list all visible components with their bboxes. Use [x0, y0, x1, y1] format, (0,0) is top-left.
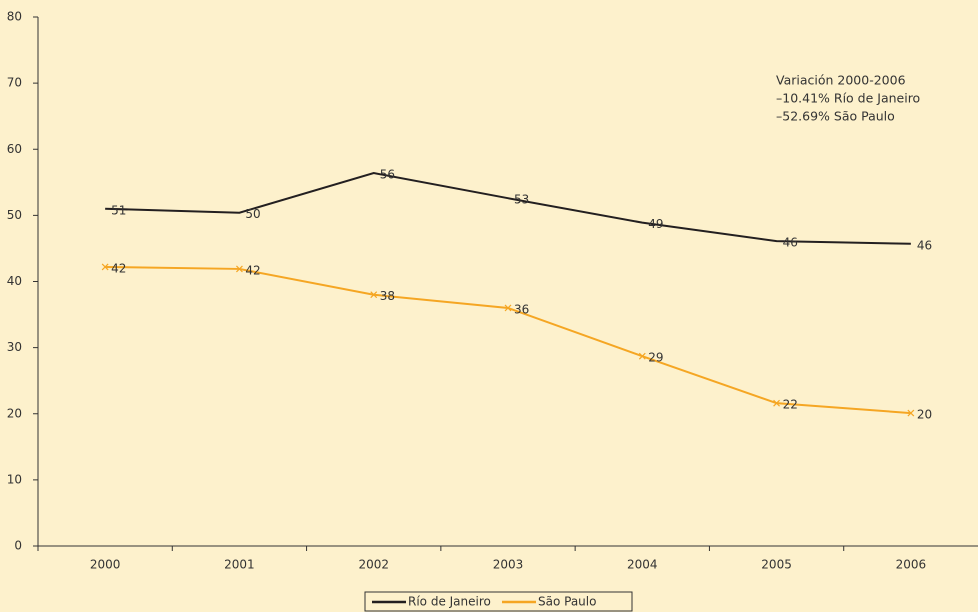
y-tick-label: 0 [14, 539, 22, 553]
data-label: 49 [648, 217, 663, 231]
data-label: 36 [514, 302, 529, 316]
marker-x [504, 304, 512, 312]
marker-x [638, 352, 646, 360]
data-label: 22 [783, 398, 798, 412]
y-tick-label: 80 [7, 10, 22, 24]
data-label: 42 [245, 263, 260, 277]
point-marker [773, 399, 780, 407]
legend-label: Río de Janeiro [408, 595, 491, 609]
x-tick-label: 2001 [224, 558, 255, 572]
data-label: 46 [917, 238, 932, 252]
legend-label: São Paulo [538, 595, 596, 609]
annotation: –10.41% Río de Janeiro [776, 91, 920, 106]
point-marker [638, 352, 646, 360]
y-tick-label: 30 [7, 340, 22, 354]
x-tick-label: 2004 [627, 558, 658, 572]
line-series [105, 265, 911, 415]
point-marker [236, 265, 243, 273]
data-label: 38 [380, 289, 395, 303]
point-marker [504, 304, 512, 312]
y-tick-label: 20 [7, 406, 22, 420]
data-label: 29 [648, 351, 663, 365]
y-tick-label: 70 [7, 76, 22, 90]
y-tick-label: 40 [7, 274, 22, 288]
x-tick-label: 2006 [896, 558, 927, 572]
marker-x [907, 409, 915, 417]
data-label: 50 [245, 207, 260, 221]
x-tick-label: 2000 [90, 558, 121, 572]
annotation: –52.69% São Paulo [776, 109, 895, 124]
x-tick-label: 2005 [761, 558, 792, 572]
marker-x [236, 265, 243, 273]
x-tick-label: 2003 [493, 558, 524, 572]
marker-x [101, 263, 109, 271]
y-tick-label: 50 [7, 208, 22, 222]
data-label: 46 [783, 236, 798, 250]
x-tick-label: 2002 [358, 558, 389, 572]
marker-x [773, 399, 780, 407]
data-label: 20 [917, 408, 932, 422]
line-series [105, 172, 911, 245]
data-label: 42 [111, 261, 126, 275]
point-marker [101, 263, 109, 271]
annotation: Variación 2000-2006 [776, 73, 906, 88]
legend-box [364, 591, 633, 612]
data-label: 53 [514, 193, 529, 207]
data-label: 51 [111, 203, 126, 217]
marker-x [370, 291, 378, 299]
y-tick-label: 60 [7, 142, 22, 156]
data-label: 56 [380, 168, 395, 182]
point-marker [370, 291, 378, 299]
y-tick-label: 10 [7, 472, 22, 486]
point-marker [907, 409, 915, 417]
